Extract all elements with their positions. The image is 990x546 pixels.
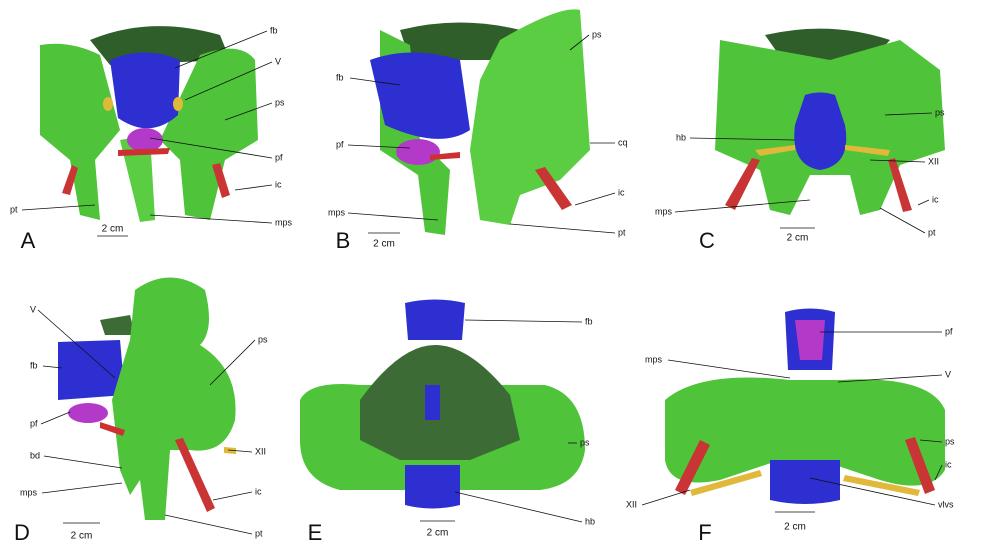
leader-line bbox=[224, 102, 273, 121]
structure-label: mps bbox=[645, 354, 663, 364]
leader-line bbox=[569, 34, 590, 51]
structure-label: mps bbox=[275, 217, 293, 227]
render-c bbox=[715, 28, 945, 215]
leader-line bbox=[879, 207, 926, 234]
panel-letter: F bbox=[698, 520, 711, 545]
panel-letter: A bbox=[21, 228, 36, 253]
scale-label: 2 cm bbox=[427, 528, 449, 539]
structure-label: hb bbox=[585, 516, 595, 526]
scale-label: 2 cm bbox=[787, 233, 809, 244]
render-d bbox=[58, 277, 236, 520]
leader-line bbox=[574, 192, 616, 206]
structure-label: ic bbox=[275, 179, 282, 189]
structure-label: mps bbox=[328, 207, 346, 217]
panel-letter: C bbox=[699, 228, 715, 253]
structure-label: mps bbox=[655, 206, 673, 216]
scale-label: 2 cm bbox=[71, 531, 93, 542]
panel-letter: D bbox=[14, 520, 30, 545]
structure-label: bd bbox=[30, 450, 40, 460]
structure-label: ps bbox=[258, 334, 268, 344]
leader-line bbox=[212, 491, 253, 501]
structure-label: vlvs bbox=[938, 499, 954, 509]
structure-label: pt bbox=[928, 227, 936, 237]
leader-line bbox=[40, 411, 71, 425]
leader-line bbox=[234, 184, 273, 191]
leader-line bbox=[184, 61, 273, 101]
structure-label: pf bbox=[945, 326, 953, 336]
render-b bbox=[370, 9, 590, 235]
leader-line bbox=[934, 464, 943, 481]
scale-label: 2 cm bbox=[784, 522, 806, 533]
leader-line bbox=[347, 144, 411, 149]
structure-label: ic bbox=[255, 486, 262, 496]
leader-line bbox=[464, 319, 583, 323]
leader-line bbox=[227, 449, 253, 453]
structure-label: XII bbox=[928, 156, 939, 166]
structure-label: cq bbox=[618, 137, 628, 147]
structure-label: ps bbox=[275, 97, 285, 107]
leader-line bbox=[919, 439, 943, 443]
structure-label: fb bbox=[30, 360, 38, 370]
leader-line bbox=[174, 30, 268, 69]
structure-label: ic bbox=[932, 194, 939, 204]
leader-line bbox=[21, 204, 96, 211]
structure-label: XII bbox=[255, 446, 266, 456]
leader-line bbox=[509, 223, 616, 234]
leader-line bbox=[674, 199, 811, 213]
leader-line bbox=[884, 112, 933, 116]
leader-line bbox=[641, 489, 691, 506]
structure-label: V bbox=[945, 369, 951, 379]
leader-line bbox=[149, 137, 273, 159]
structure-label: pf bbox=[30, 418, 38, 428]
structure-label: ps bbox=[580, 437, 590, 447]
structure-label: pt bbox=[255, 528, 263, 538]
structure-label: V bbox=[30, 304, 36, 314]
leader-line bbox=[837, 374, 943, 383]
structure-label: pt bbox=[10, 204, 18, 214]
structure-label: fb bbox=[336, 72, 344, 82]
leader-line bbox=[689, 137, 796, 141]
structure-label: ic bbox=[618, 187, 625, 197]
panel-letter: E bbox=[308, 520, 323, 545]
leader-line bbox=[37, 309, 116, 379]
structure-label: hb bbox=[676, 132, 686, 142]
leader-line bbox=[917, 199, 930, 206]
scale-label: 2 cm bbox=[373, 239, 395, 250]
leader-line bbox=[42, 365, 63, 369]
render-e bbox=[300, 299, 585, 509]
leader-line bbox=[149, 214, 273, 224]
structure-label: pf bbox=[336, 139, 344, 149]
leader-line bbox=[809, 477, 936, 506]
structure-label: ps bbox=[935, 107, 945, 117]
structure-label: XII bbox=[626, 499, 637, 509]
leader-line bbox=[347, 212, 439, 221]
structure-label: pt bbox=[618, 227, 626, 237]
render-a bbox=[40, 26, 258, 222]
structure-label: ps bbox=[592, 29, 602, 39]
leader-line bbox=[869, 159, 926, 163]
leader-line bbox=[43, 455, 123, 469]
leader-line bbox=[41, 482, 123, 494]
structure-label: pf bbox=[275, 152, 283, 162]
structure-label: ps bbox=[945, 436, 955, 446]
leader-line bbox=[454, 491, 583, 523]
leader-line bbox=[164, 514, 253, 535]
leader-line bbox=[209, 339, 256, 386]
structure-label: fb bbox=[585, 316, 593, 326]
scale-label: 2 cm bbox=[102, 224, 124, 235]
leader-line bbox=[349, 77, 401, 86]
structure-label: mps bbox=[20, 487, 38, 497]
structure-label: fb bbox=[270, 25, 278, 35]
structure-label: ic bbox=[945, 459, 952, 469]
structure-label: V bbox=[275, 56, 281, 66]
panel-letter: B bbox=[336, 228, 351, 253]
leader-line bbox=[667, 359, 791, 379]
render-f bbox=[665, 308, 945, 504]
